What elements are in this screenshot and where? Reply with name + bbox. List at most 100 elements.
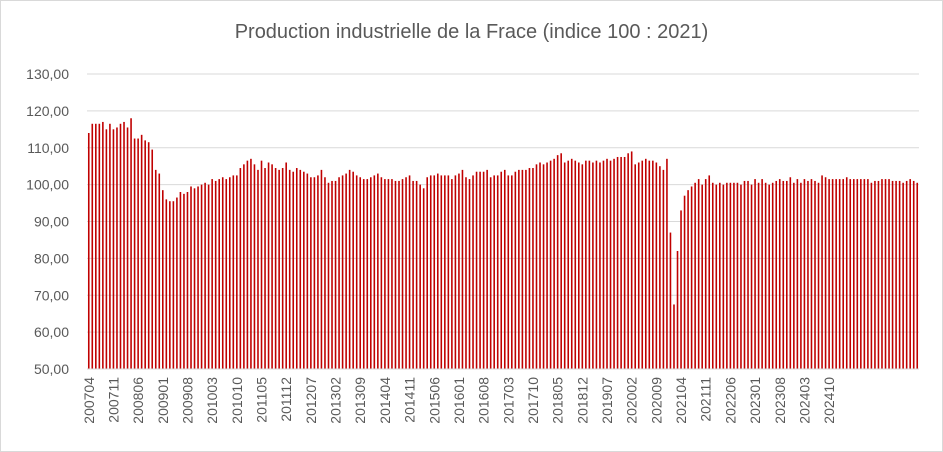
bar (436, 173, 439, 369)
bar (898, 180, 901, 369)
bar (778, 179, 781, 369)
bar (789, 177, 792, 369)
x-tick-label: 201411 (402, 377, 418, 423)
bar (560, 153, 562, 369)
bar (172, 201, 175, 369)
bar (750, 184, 753, 370)
bar (144, 140, 146, 370)
bar (592, 162, 594, 369)
bar (207, 184, 210, 370)
bar (637, 162, 640, 369)
bar (757, 182, 760, 369)
bar (151, 149, 154, 369)
bar (112, 129, 115, 369)
bar (528, 168, 531, 369)
bar (366, 179, 369, 369)
bar (433, 175, 436, 369)
bar (507, 175, 510, 369)
bar (644, 158, 647, 369)
bar (817, 182, 820, 369)
bar (162, 190, 164, 369)
bar (274, 168, 277, 369)
bar (444, 175, 446, 369)
bar-series (87, 118, 919, 370)
bar (902, 182, 904, 369)
bar (98, 123, 101, 369)
bar (634, 164, 636, 369)
bar (697, 179, 700, 369)
bar (320, 169, 323, 370)
bar (214, 180, 217, 369)
bar (310, 177, 312, 369)
bar (236, 175, 238, 369)
bar (824, 177, 827, 369)
bar (451, 179, 453, 369)
bar (570, 158, 573, 369)
x-tick-label: 200711 (105, 377, 121, 423)
bar (426, 177, 428, 369)
bar (419, 184, 421, 370)
x-tick-label: 202308 (772, 377, 788, 424)
bar (91, 123, 94, 369)
bar (729, 182, 732, 369)
bar (736, 182, 739, 369)
bar (493, 175, 495, 369)
y-tick-label: 120,00 (26, 103, 69, 119)
bar (652, 160, 654, 369)
bar (567, 160, 570, 369)
bar (355, 175, 358, 369)
bar (228, 177, 231, 369)
bar (599, 162, 601, 369)
bar (525, 169, 527, 370)
bar (257, 169, 259, 370)
x-axis: 200704 200711 200806 200901 200908 201003 2010… (81, 368, 919, 424)
x-tick-label: 202009 (648, 377, 664, 424)
bar (916, 182, 919, 369)
bar (186, 192, 189, 369)
bar (380, 177, 383, 369)
bar (447, 175, 450, 369)
bar (711, 182, 714, 369)
bar (666, 158, 668, 369)
bar (278, 169, 280, 370)
bar (331, 180, 333, 369)
bar (581, 164, 584, 369)
y-tick-label: 110,00 (27, 140, 69, 156)
x-tick-label: 201805 (550, 377, 566, 424)
bar (454, 175, 457, 369)
y-tick-label: 80,00 (34, 250, 69, 266)
bar (669, 232, 672, 369)
x-tick-label: 200806 (130, 377, 146, 424)
bar (852, 179, 855, 369)
x-tick-label: 202111 (698, 377, 714, 422)
bar (154, 169, 157, 370)
bar (479, 171, 481, 369)
x-tick-label: 201010 (229, 377, 245, 424)
bar (123, 121, 125, 369)
bar (620, 156, 622, 369)
bar (807, 180, 809, 369)
bar (264, 168, 266, 369)
bar (468, 179, 471, 369)
bar (761, 179, 763, 369)
bar (348, 169, 351, 370)
bar (694, 182, 696, 369)
bar (415, 180, 418, 369)
bar (394, 180, 397, 369)
y-tick-label: 50,00 (34, 361, 69, 377)
bar (683, 195, 686, 369)
bar (870, 182, 873, 369)
bar (130, 118, 132, 369)
bar (243, 164, 245, 369)
x-tick-label: 201608 (476, 377, 492, 424)
bar (193, 188, 196, 369)
bar (422, 188, 425, 369)
bar (518, 169, 520, 370)
bar (147, 142, 150, 369)
bar (546, 162, 548, 369)
bar (472, 175, 474, 369)
bar (715, 184, 718, 370)
bar (719, 182, 721, 369)
bar (341, 175, 344, 369)
bar (373, 175, 376, 369)
